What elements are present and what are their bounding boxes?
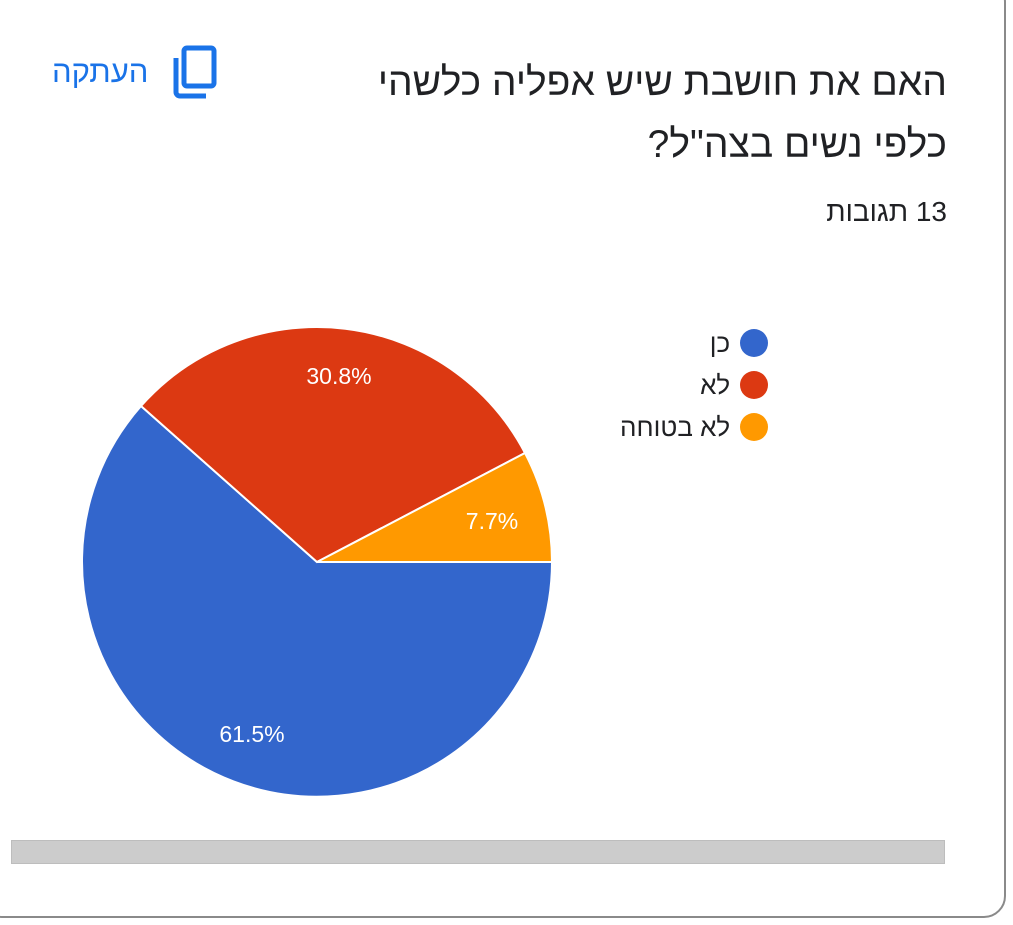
legend-item-yes: כן	[620, 322, 769, 364]
legend-item-no: לא	[620, 364, 769, 406]
legend-label: לא	[700, 369, 731, 400]
legend-dot-icon	[740, 329, 769, 357]
legend-label: כן	[709, 327, 731, 358]
legend-dot-icon	[740, 371, 769, 399]
copy-icon	[173, 45, 217, 99]
chart-legend: כן לא לא בטוחה	[620, 322, 769, 448]
question-title: האם את חושבת שיש אפליה כלשהי כלפי נשים ב…	[377, 61, 947, 166]
legend-label: לא בטוחה	[620, 411, 731, 442]
horizontal-scrollbar[interactable]	[11, 840, 945, 864]
copy-button[interactable]: העתקה	[52, 44, 218, 100]
response-count: 13 תגובות	[826, 196, 947, 227]
legend-item-not-sure: לא בטוחה	[620, 406, 769, 448]
slice-label-no: 30.8%	[306, 363, 371, 389]
slice-label-yes: 61.5%	[219, 721, 284, 747]
slice-yes	[81, 404, 554, 798]
slice-label-not-sure: 7.7%	[466, 508, 518, 534]
slice-not-sure	[316, 451, 554, 563]
legend-dot-icon	[740, 413, 769, 441]
copy-label: העתקה	[52, 54, 149, 89]
